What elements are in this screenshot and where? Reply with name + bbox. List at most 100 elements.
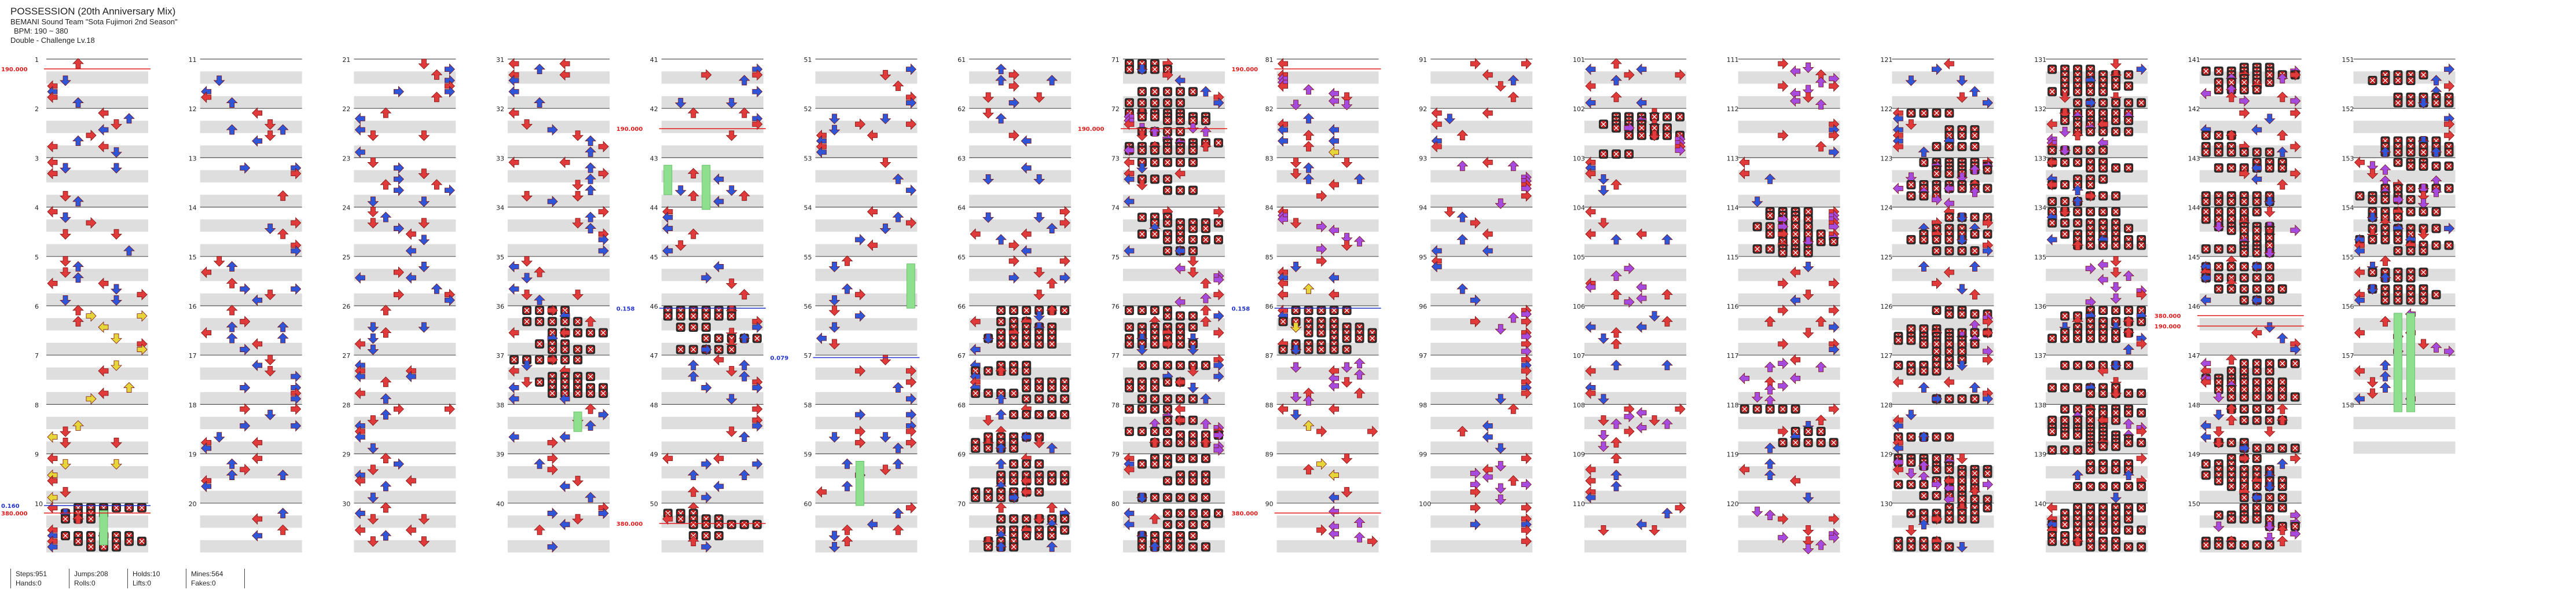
beat-band — [815, 120, 918, 133]
beat-band — [46, 441, 148, 454]
measure-29: 29 — [342, 451, 456, 503]
left-arrow-icon — [508, 107, 519, 119]
up-arrow-icon — [841, 255, 853, 266]
down-arrow-icon — [367, 218, 379, 229]
beat-band — [1584, 318, 1686, 331]
beat-band — [2199, 145, 2302, 158]
measure-115: 115 — [1727, 254, 1840, 306]
mine-icon — [1291, 306, 1301, 315]
arrow-shape — [60, 256, 71, 267]
mine-icon — [1201, 224, 1210, 233]
right-arrow-icon — [1213, 206, 1224, 218]
measure-38: 38 — [496, 401, 610, 454]
arrow-shape — [1329, 135, 1340, 147]
measure-number: 138 — [2034, 401, 2046, 409]
left-arrow-icon — [508, 283, 519, 295]
arrow-shape — [354, 475, 365, 487]
arrow-shape — [354, 146, 365, 158]
measure-7: 7 — [35, 352, 148, 405]
beat-band — [200, 318, 302, 331]
up-arrow-icon — [585, 222, 597, 233]
measure-number: 147 — [2188, 352, 2200, 360]
measure-number: 60 — [804, 500, 812, 508]
up-arrow-icon — [431, 69, 443, 80]
measure-number: 74 — [1111, 204, 1120, 212]
measure-number: 10 — [35, 500, 43, 508]
arrow-shape — [1329, 403, 1340, 415]
beat-band — [1276, 170, 1379, 182]
arrow-shape — [47, 452, 58, 464]
arrow-shape — [60, 229, 71, 240]
up-arrow-icon — [277, 190, 289, 201]
measure-number: 115 — [1727, 254, 1739, 261]
beat-band — [815, 293, 918, 306]
up-arrow-icon — [380, 393, 392, 404]
left-arrow-icon — [354, 272, 365, 284]
beat-band — [200, 441, 302, 454]
mine-icon — [1162, 174, 1172, 184]
arrow-shape — [72, 196, 84, 207]
mine-icon — [1304, 306, 1313, 315]
mine-icon — [86, 542, 96, 552]
arrow-shape — [380, 481, 392, 492]
mine-icon — [1034, 339, 1044, 349]
measure-142: 142 — [2188, 105, 2302, 158]
right-arrow-icon — [394, 403, 404, 415]
beat-band — [1276, 318, 1379, 331]
beat-band — [969, 269, 1072, 281]
mine-icon — [1790, 248, 1800, 258]
measure-number: 151 — [2342, 56, 2354, 64]
up-arrow-icon — [534, 97, 546, 108]
measure-14: 14 — [189, 204, 302, 257]
mine-icon — [1944, 108, 1954, 118]
beat-band — [815, 269, 918, 281]
arrow-shape — [111, 229, 122, 240]
beat-band — [508, 244, 610, 257]
measure-number: 143 — [2188, 155, 2200, 162]
measure-number: 38 — [496, 401, 504, 409]
measure-number: 58 — [804, 401, 812, 409]
up-arrow-icon — [892, 382, 904, 393]
arrow-shape — [1046, 502, 1058, 513]
arrow-shape — [995, 502, 1007, 513]
beat-band — [2199, 515, 2302, 528]
measure-155: 155 — [2342, 254, 2456, 306]
measure-number: 51 — [804, 56, 812, 64]
down-arrow-icon — [521, 191, 533, 202]
arrow-shape — [1507, 403, 1520, 414]
up-arrow-icon — [1302, 84, 1315, 95]
mine-icon — [1188, 311, 1198, 321]
beat-band — [2199, 269, 2302, 281]
down-arrow-icon — [418, 169, 430, 180]
beat-band — [200, 342, 302, 356]
mine-icon — [984, 389, 993, 398]
measure-number: 80 — [1111, 500, 1120, 508]
measure-100: 100 — [1419, 500, 1533, 552]
arrow-shape — [1302, 283, 1315, 294]
up-arrow-icon — [226, 305, 238, 316]
arrow-shape — [1598, 333, 1609, 344]
mine-icon — [1188, 145, 1198, 155]
arrow-shape — [572, 130, 584, 141]
mine-icon — [1162, 158, 1172, 167]
measure-107: 107 — [1573, 352, 1686, 405]
arrow-shape — [906, 184, 917, 196]
beat-band — [46, 269, 148, 281]
measure-number: 37 — [496, 352, 504, 360]
arrow-shape — [1675, 502, 1686, 514]
beat-band — [354, 540, 456, 552]
up-arrow-icon — [585, 147, 597, 158]
mine-icon — [1034, 531, 1044, 541]
beat-band — [1892, 170, 1994, 182]
down-arrow-icon — [367, 322, 379, 333]
arrow-shape — [111, 437, 122, 448]
mine-cross — [537, 319, 542, 324]
right-arrow-icon — [291, 403, 302, 415]
down-arrow-icon — [264, 366, 276, 377]
left-arrow-icon — [508, 156, 519, 169]
measure-number: 158 — [2342, 401, 2354, 409]
up-arrow-icon — [585, 185, 597, 196]
mine-icon — [1752, 222, 1762, 232]
mine-icon — [1970, 130, 1980, 140]
arrow-shape — [380, 107, 392, 118]
